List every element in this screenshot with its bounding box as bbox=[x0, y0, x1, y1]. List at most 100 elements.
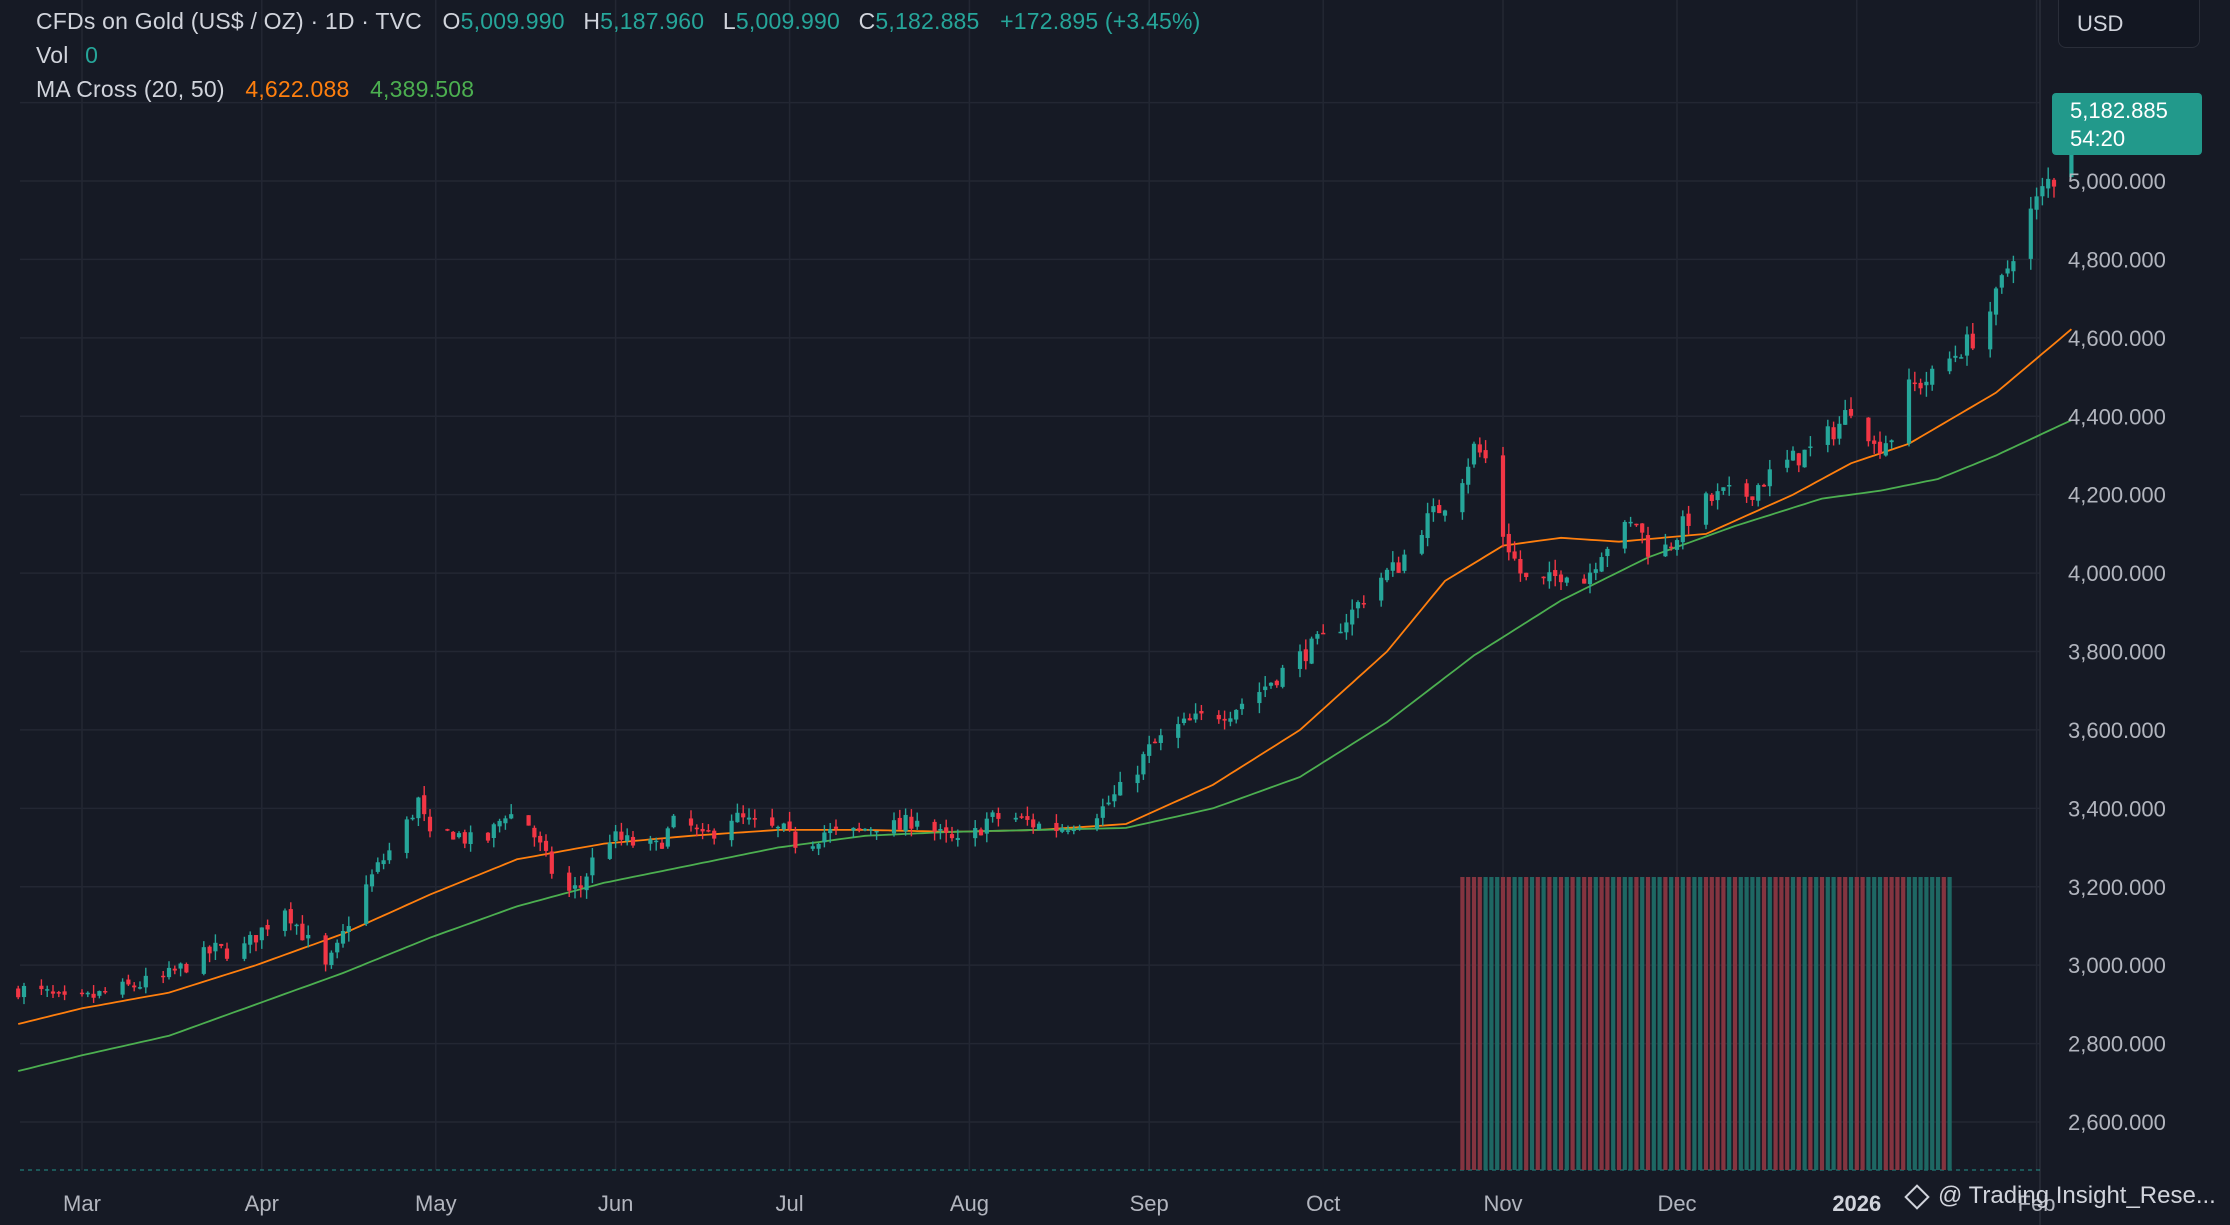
candle-body bbox=[613, 831, 618, 842]
candle-body bbox=[1466, 466, 1471, 485]
volume-bar bbox=[1924, 877, 1929, 1170]
candle-body bbox=[410, 817, 415, 820]
candle-body bbox=[572, 885, 578, 889]
candle-body bbox=[62, 991, 67, 995]
candle-body bbox=[1866, 417, 1871, 442]
volume-bar bbox=[1500, 877, 1506, 1170]
candle-body bbox=[1918, 382, 1923, 389]
candle-body bbox=[207, 946, 212, 954]
candle-body bbox=[39, 985, 44, 990]
candle-body bbox=[897, 817, 902, 830]
last-price-value: 5,182.885 bbox=[2070, 98, 2168, 123]
candle-body bbox=[1013, 817, 1018, 820]
candle-body bbox=[329, 952, 334, 966]
volume-legend[interactable]: Vol 0 bbox=[36, 42, 98, 69]
candle-body bbox=[1564, 577, 1569, 583]
ma-legend[interactable]: MA Cross (20, 50) 4,622.088 4,389.508 bbox=[36, 76, 474, 103]
moving-averages bbox=[17, 328, 2072, 1072]
candle-body bbox=[1437, 505, 1442, 514]
candle-body bbox=[1176, 724, 1181, 738]
ma-slow-value: 4,389.508 bbox=[370, 76, 475, 102]
candle-body bbox=[1680, 516, 1685, 543]
candle-body bbox=[1640, 523, 1645, 533]
candle-body bbox=[915, 820, 920, 827]
volume-bar bbox=[1628, 877, 1633, 1170]
volume-bar bbox=[1582, 877, 1587, 1170]
price-tick-label: 3,200.000 bbox=[2068, 875, 2166, 900]
candle-body bbox=[1094, 818, 1100, 830]
candle-body bbox=[323, 935, 328, 965]
volume-bar bbox=[1495, 877, 1500, 1170]
candle-body bbox=[497, 820, 502, 827]
candle-body bbox=[219, 943, 224, 946]
candle-body bbox=[1622, 521, 1627, 549]
symbol-legend[interactable]: CFDs on Gold (US$ / OZ) · 1D · TVC O5,00… bbox=[36, 8, 1200, 35]
candle-body bbox=[1686, 513, 1691, 526]
candle-body bbox=[851, 827, 856, 831]
candle-body bbox=[1744, 483, 1749, 497]
candle-body bbox=[1135, 774, 1140, 784]
candle-body bbox=[903, 814, 908, 832]
candle-body bbox=[201, 947, 206, 974]
volume-bar bbox=[1796, 877, 1801, 1170]
candle-body bbox=[990, 812, 995, 817]
ma-fast-value: 4,622.088 bbox=[245, 76, 350, 102]
candle-body bbox=[532, 827, 537, 838]
candle-body bbox=[1355, 602, 1361, 609]
currency-button[interactable]: USD bbox=[2058, 0, 2200, 48]
candle-body bbox=[1019, 816, 1024, 818]
candle-body bbox=[16, 988, 21, 998]
candle-body bbox=[2051, 179, 2057, 187]
candle-body bbox=[1402, 554, 1407, 571]
volume-bar bbox=[1877, 877, 1883, 1170]
candle-body bbox=[1297, 651, 1303, 669]
volume-bar bbox=[1599, 877, 1604, 1170]
volume-bar bbox=[1889, 877, 1894, 1170]
volume-bar bbox=[1738, 877, 1743, 1170]
candle-body bbox=[1825, 426, 1830, 445]
candle-body bbox=[306, 934, 311, 939]
candle-body bbox=[706, 830, 711, 832]
candle-body bbox=[178, 963, 183, 969]
candle-body bbox=[375, 862, 380, 872]
candle-body bbox=[1947, 358, 1952, 372]
candle-body bbox=[1216, 714, 1221, 720]
candle-body bbox=[1837, 423, 1842, 439]
candle-body bbox=[1645, 535, 1651, 557]
candle-body bbox=[369, 874, 375, 887]
volume-bar bbox=[1935, 877, 1941, 1170]
candle-body bbox=[1141, 754, 1146, 775]
candle-body bbox=[364, 884, 369, 925]
candle-body bbox=[1425, 513, 1430, 539]
candle-body bbox=[503, 818, 508, 824]
time-tick-label: Dec bbox=[1657, 1191, 1696, 1216]
candle-body bbox=[1767, 469, 1772, 487]
last-price-badge: 5,182.885 54:20 bbox=[2052, 93, 2202, 155]
candle-body bbox=[1593, 569, 1598, 573]
candle-body bbox=[1912, 382, 1917, 385]
candle-body bbox=[822, 832, 827, 843]
candle-body bbox=[161, 975, 166, 978]
time-tick-label: Oct bbox=[1306, 1191, 1340, 1216]
volume-bar bbox=[1680, 877, 1685, 1170]
candle-body bbox=[671, 815, 676, 828]
candle-body bbox=[1715, 491, 1720, 501]
volume-bar bbox=[1918, 877, 1923, 1170]
candle-body bbox=[1930, 368, 1935, 385]
time-tick-label: 2026 bbox=[1832, 1191, 1881, 1216]
candle-body bbox=[97, 991, 102, 996]
candle-body bbox=[1442, 510, 1448, 516]
candle-body bbox=[1953, 355, 1958, 358]
candle-body bbox=[729, 820, 734, 841]
candle-body bbox=[816, 843, 821, 849]
candle-body bbox=[787, 821, 792, 830]
candle-body bbox=[85, 992, 90, 995]
candle-body bbox=[1703, 493, 1709, 525]
candle-body bbox=[874, 830, 879, 833]
price-tick-label: 2,600.000 bbox=[2068, 1110, 2166, 1135]
candle-body bbox=[166, 967, 172, 978]
volume-bar bbox=[1744, 877, 1749, 1170]
candle-body bbox=[1060, 828, 1065, 832]
candle-body bbox=[1321, 632, 1326, 635]
